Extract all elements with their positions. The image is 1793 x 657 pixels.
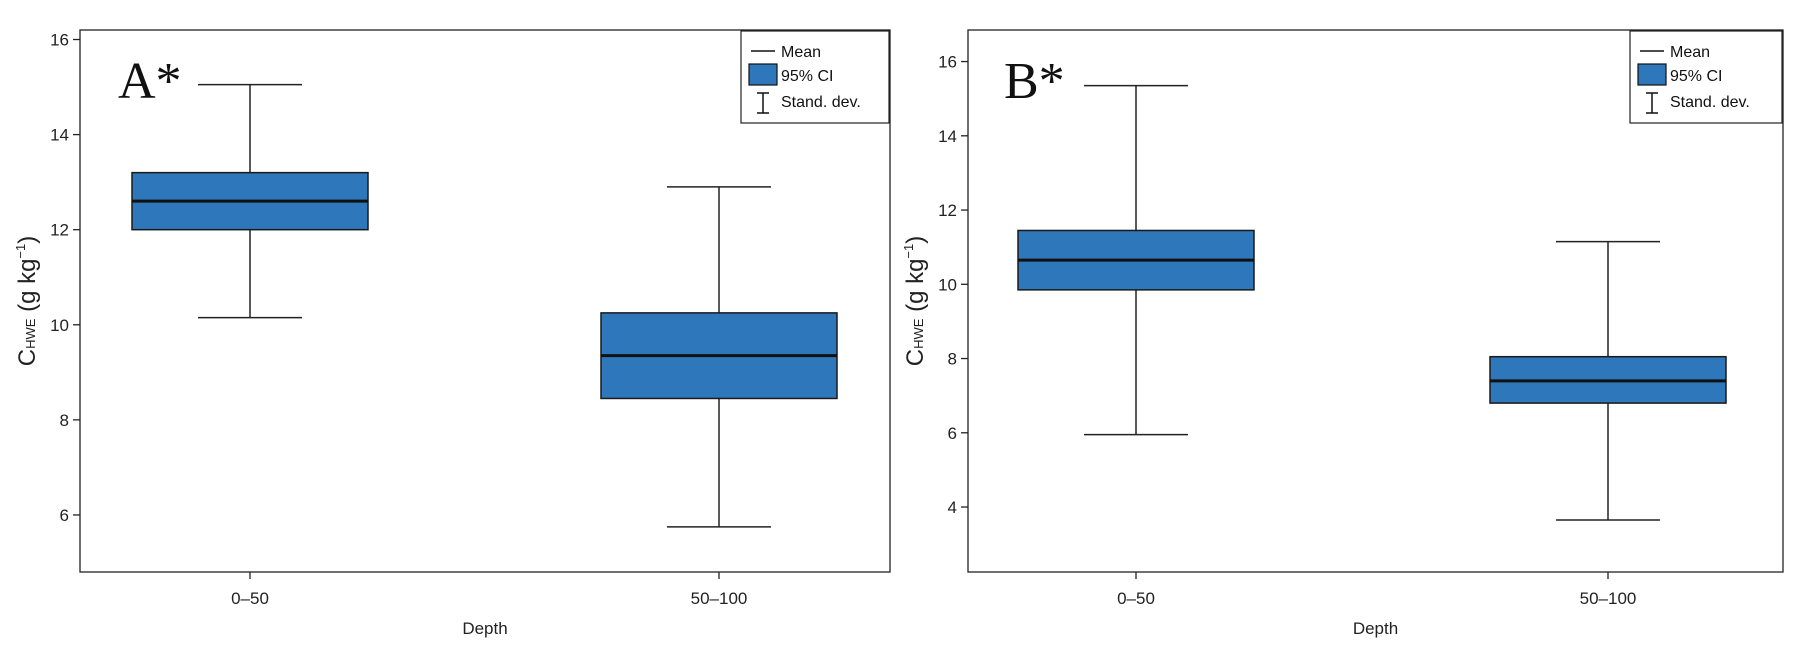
y-tick-label: 8 [60,411,69,430]
y-axis-title-part: (g kg [14,259,41,319]
legend-ci-swatch [1637,63,1667,86]
y-tick-label: 6 [60,506,69,525]
y-axis-title: CHWE (g kg−1) [901,236,929,367]
x-tick-label: 0–50 [1117,589,1155,608]
y-tick-label: 12 [938,201,957,220]
panel-a: 6 8 10 12 14 16 0–50 50–100 Depth CHWE (g kg−1) A*… [13,29,891,638]
y-tick-label: 10 [50,316,69,335]
y-axis-title-part: HWE [23,318,38,349]
x-tick-label: 0–50 [231,589,269,608]
y-tick-label: 6 [948,424,957,443]
y-tick-label: 14 [50,126,69,145]
legend: Mean 95% CI Stand. dev. [1629,30,1783,124]
y-axis-title-part: C [902,349,929,366]
legend: Mean 95% CI Stand. dev. [740,30,890,124]
legend-sd-label: Stand. dev. [781,94,861,111]
x-tick-label: 50–100 [691,589,748,608]
legend-ci-label: 95% CI [781,68,833,85]
legend-sd-label: Stand. dev. [1670,94,1750,111]
y-tick-label: 4 [948,498,957,517]
box-shallow [131,83,369,319]
box-shallow [1017,84,1255,436]
y-tick-label: 16 [50,31,69,50]
y-axis-title-part: ) [902,236,929,244]
legend-ci-swatch [748,63,778,86]
panel-b: 4 6 8 10 12 14 16 0–50 50–100 Depth CHWE (g kg−1) B… [901,29,1784,638]
legend-mean-label: Mean [781,44,821,61]
y-axis-title-part: C [14,349,41,366]
x-axis-title: Depth [1353,619,1398,638]
x-axis-title: Depth [462,619,507,638]
y-axis-title: CHWE (g kg−1) [13,236,41,367]
legend-mean-label: Mean [1670,44,1710,61]
y-axis-title-part: HWE [911,318,926,349]
y-tick-label: 8 [948,350,957,369]
x-tick-label: 50–100 [1580,589,1637,608]
y-tick-label: 14 [938,127,957,146]
panel-label: A* [118,53,182,110]
legend-ci-label: 95% CI [1670,68,1722,85]
y-tick-label: 10 [938,275,957,294]
y-axis-title-part: (g kg [902,259,929,319]
box-deep [1489,240,1727,521]
plot-frame [79,29,891,573]
y-tick-label: 12 [50,221,69,240]
plot-frame [967,29,1784,573]
y-axis-title-part: −1 [13,244,28,259]
y-axis-title-part: −1 [901,244,916,259]
y-axis-title-part: ) [14,236,41,244]
panel-label: B* [1004,53,1065,110]
y-tick-label: 16 [938,53,957,72]
box-deep [600,186,838,528]
